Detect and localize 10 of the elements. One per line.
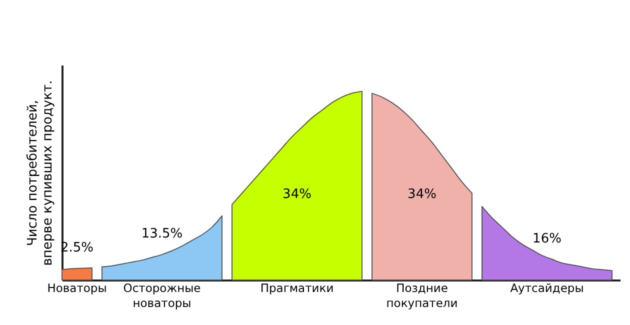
series-label: Аутсайдеры [510,281,584,295]
annotation: 13.5% [141,226,183,242]
series-label: Поздние покупатели [386,281,458,310]
series-label: Осторожные новаторы [123,281,201,310]
annotation: 34% [408,186,436,202]
series-label: Новаторы [47,281,107,295]
series-label: Прагматики [260,281,334,295]
y-axis-title: Число потребителей, вперве купивших продукт. [26,80,56,266]
annotation: 34% [282,186,312,202]
annotation: 16% [532,231,562,246]
